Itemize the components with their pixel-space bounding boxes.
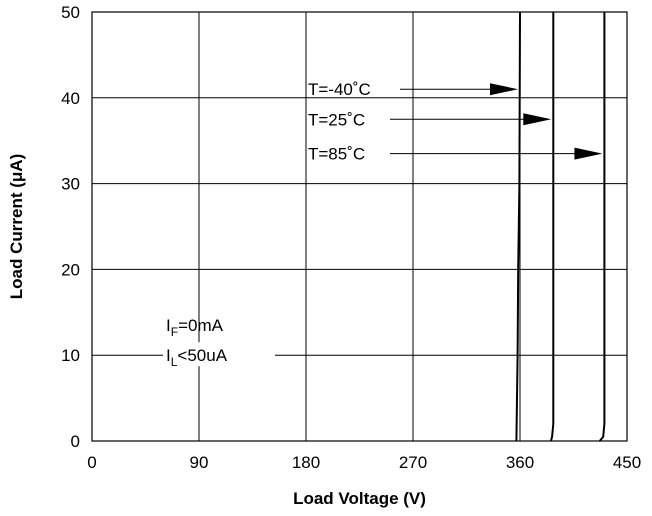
series-line (598, 12, 606, 442)
x-tick-label: 0 (87, 453, 96, 472)
y-axis-title: Load Current (μA) (7, 154, 26, 299)
series-label: T=-40˚C (308, 80, 371, 99)
arrow-head-icon (490, 83, 518, 96)
y-tick-label: 50 (61, 3, 80, 22)
x-axis: 0 90 180 270 360 450 (87, 453, 641, 472)
y-tick-label: 0 (71, 432, 80, 451)
y-tick-label: 20 (61, 260, 80, 279)
series-labels: T=-40˚C T=25˚C T=85˚C (308, 80, 603, 164)
series-group (515, 11, 606, 442)
plot-area (91, 11, 628, 442)
y-tick-label: 10 (61, 346, 80, 365)
x-tick-label: 180 (292, 453, 320, 472)
x-tick-label: 270 (399, 453, 427, 472)
arrow-head-icon (523, 113, 552, 126)
series-label: T=25˚C (308, 110, 365, 129)
x-axis-title: Load Voltage (V) (293, 489, 426, 508)
x-tick-label: 360 (506, 453, 534, 472)
condition-label-background (163, 342, 275, 367)
y-tick-label: 30 (61, 175, 80, 194)
condition-label: IF=0mA (166, 316, 224, 339)
x-tick-label: 90 (190, 453, 209, 472)
series-line (549, 12, 555, 442)
arrow-head-icon (574, 147, 603, 160)
condition-label: IL<50uA (166, 346, 228, 369)
condition-annotations: IF=0mA IL<50uA (163, 316, 275, 369)
series-line (515, 11, 521, 442)
y-axis: 0 10 20 30 40 50 (61, 3, 80, 451)
x-tick-label: 450 (613, 453, 641, 472)
grid (91, 11, 628, 442)
series-label: T=85˚C (308, 145, 365, 164)
y-tick-label: 40 (61, 89, 80, 108)
